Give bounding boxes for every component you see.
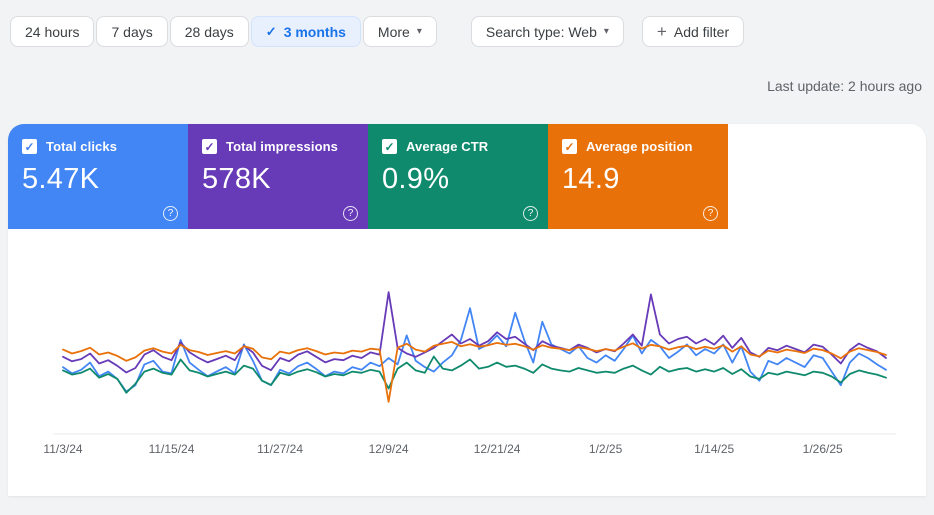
metric-average-position[interactable]: ✓ Average position 14.9 ? xyxy=(548,124,728,229)
filter-more-dropdown[interactable]: More ▾ xyxy=(363,16,437,47)
check-icon: ✓ xyxy=(266,24,277,40)
metric-total-clicks[interactable]: ✓ Total clicks 5.47K ? xyxy=(8,124,188,229)
performance-card: ✓ Total clicks 5.47K ? ✓ Total impressio… xyxy=(8,124,926,496)
chevron-down-icon: ▾ xyxy=(417,27,422,37)
svg-text:1/26/25: 1/26/25 xyxy=(803,442,843,456)
svg-text:12/21/24: 12/21/24 xyxy=(474,442,521,456)
search-type-label: Search type: Web xyxy=(486,24,597,40)
metric-label: Total impressions xyxy=(226,139,338,154)
metric-value: 0.9% xyxy=(382,163,536,196)
help-icon[interactable]: ? xyxy=(703,206,718,221)
chevron-down-icon: ▾ xyxy=(604,27,609,37)
help-icon[interactable]: ? xyxy=(343,206,358,221)
filter-24-hours-label: 24 hours xyxy=(25,24,79,40)
metric-checkbox[interactable]: ✓ xyxy=(382,139,397,154)
metric-checkbox[interactable]: ✓ xyxy=(22,139,37,154)
plus-icon: + xyxy=(657,23,667,40)
metric-value: 14.9 xyxy=(562,163,716,196)
date-range-filter-group: 24 hours 7 days 28 days ✓ 3 months More … xyxy=(10,16,437,47)
metric-cards: ✓ Total clicks 5.47K ? ✓ Total impressio… xyxy=(8,124,926,229)
performance-chart[interactable]: 11/3/24 11/15/24 11/27/24 12/9/24 12/21/24 1/… xyxy=(8,251,926,466)
help-icon[interactable]: ? xyxy=(523,206,538,221)
filter-7-days[interactable]: 7 days xyxy=(96,16,167,47)
svg-text:11/27/24: 11/27/24 xyxy=(257,442,303,456)
add-filter-button[interactable]: + Add filter xyxy=(642,16,744,47)
filter-7-days-label: 7 days xyxy=(111,24,152,40)
search-type-dropdown[interactable]: Search type: Web ▾ xyxy=(471,16,624,47)
search-console-performance-page: 24 hours 7 days 28 days ✓ 3 months More … xyxy=(0,0,934,496)
metric-total-impressions[interactable]: ✓ Total impressions 578K ? xyxy=(188,124,368,229)
filter-28-days-label: 28 days xyxy=(185,24,234,40)
filter-3-months-label: 3 months xyxy=(284,24,346,40)
metric-checkbox[interactable]: ✓ xyxy=(562,139,577,154)
metric-value: 578K xyxy=(202,163,356,196)
metric-label: Average position xyxy=(586,139,693,154)
svg-text:11/3/24: 11/3/24 xyxy=(43,442,82,456)
metric-checkbox[interactable]: ✓ xyxy=(202,139,217,154)
filter-24-hours[interactable]: 24 hours xyxy=(10,16,94,47)
metric-average-ctr[interactable]: ✓ Average CTR 0.9% ? xyxy=(368,124,548,229)
svg-text:12/9/24: 12/9/24 xyxy=(369,442,409,456)
chart-area: 11/3/24 11/15/24 11/27/24 12/9/24 12/21/24 1/… xyxy=(8,229,926,466)
filter-28-days[interactable]: 28 days xyxy=(170,16,249,47)
metric-value: 5.47K xyxy=(22,163,176,196)
filter-more-label: More xyxy=(378,24,410,40)
filter-toolbar: 24 hours 7 days 28 days ✓ 3 months More … xyxy=(0,0,934,47)
help-icon[interactable]: ? xyxy=(163,206,178,221)
metric-label: Total clicks xyxy=(46,139,117,154)
last-update-text: Last update: 2 hours ago xyxy=(0,47,934,78)
svg-text:1/14/25: 1/14/25 xyxy=(694,442,734,456)
metric-label: Average CTR xyxy=(406,139,488,154)
svg-text:1/2/25: 1/2/25 xyxy=(589,442,623,456)
add-filter-label: Add filter xyxy=(674,24,729,40)
filter-3-months[interactable]: ✓ 3 months xyxy=(251,16,361,47)
svg-text:11/15/24: 11/15/24 xyxy=(149,442,195,456)
